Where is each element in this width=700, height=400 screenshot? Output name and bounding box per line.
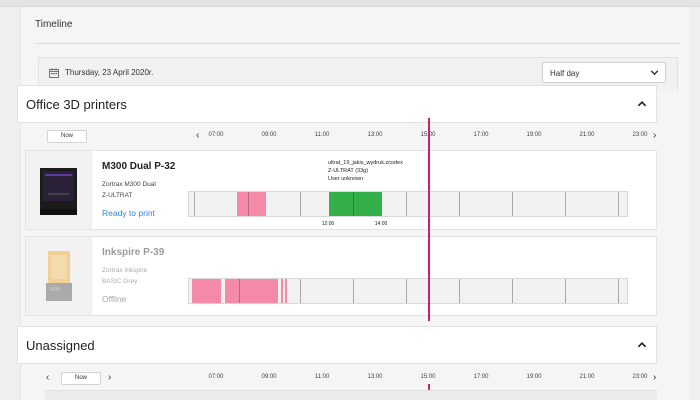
- printer-name: M300 Dual P-32: [102, 161, 176, 172]
- tick-label: 09:00: [261, 132, 277, 138]
- timeline-axis: ‹ Now › › 07:00 09:00 11:00 13:00 15:00 …: [17, 368, 657, 390]
- job-divider: [239, 279, 240, 303]
- inkspire-printer-image: [46, 251, 72, 301]
- chevron-down-icon: [650, 70, 659, 76]
- printer-status: Ready to print: [102, 208, 155, 218]
- current-date[interactable]: Thursday, 23 April 2020r.: [65, 68, 154, 77]
- print-job-block[interactable]: [237, 192, 266, 216]
- print-job-block[interactable]: [285, 279, 287, 303]
- job-file: ultrat_19_jakis_wydruk.zcodex: [328, 160, 403, 166]
- tick-label: 17:00: [473, 374, 489, 380]
- chevron-up-icon[interactable]: [636, 98, 648, 110]
- tick-label: 15:00: [420, 374, 436, 380]
- tick-label: 09:00: [261, 374, 277, 380]
- hour-gridline: [512, 192, 513, 216]
- now-button[interactable]: Now: [47, 130, 87, 143]
- tick-label: 19:00: [526, 374, 542, 380]
- printer-model: Zortrax M300 Dual Z-ULTRAT: [102, 179, 156, 201]
- printer-thumbnail: [26, 151, 92, 229]
- now-indicator-line: [428, 118, 430, 321]
- print-job-block[interactable]: [225, 279, 278, 303]
- title-divider: [35, 43, 680, 44]
- job-material: Z-ULTRAT (33g): [328, 168, 369, 174]
- tick-label: 07:00: [208, 132, 224, 138]
- printer-model-line: Zortrax Inkspire: [102, 267, 148, 274]
- hour-gridline: [618, 279, 619, 303]
- printer-timeline-bar[interactable]: [188, 278, 628, 304]
- job-start-time: 12:00: [321, 221, 335, 227]
- hour-gridline: [300, 192, 301, 216]
- job-end-time: 14:00: [374, 221, 388, 227]
- printer-card-inkspire[interactable]: Inkspire P-39 Zortrax Inkspire BASIC Gre…: [25, 236, 657, 316]
- range-select-value: Half day: [550, 69, 580, 78]
- now-button[interactable]: Now: [61, 372, 101, 385]
- range-select[interactable]: Half day: [542, 62, 666, 83]
- hour-gridline: [618, 192, 619, 216]
- section-office-3d-printers: Office 3D printers: [17, 85, 657, 123]
- chevron-right-icon[interactable]: ›: [108, 372, 112, 383]
- page-title: Timeline: [35, 19, 73, 30]
- chevron-left-icon[interactable]: ‹: [46, 372, 50, 383]
- chevron-right-icon[interactable]: ›: [653, 372, 657, 383]
- timeline-axis: Now ‹ › 07:00 09:00 11:00 13:00 15:00 17…: [17, 126, 657, 148]
- printer-material-line: BASIC Grey: [102, 278, 138, 285]
- printer-timeline-bar[interactable]: [188, 191, 628, 217]
- tick-label: 11:00: [314, 374, 330, 380]
- tick-label: 21:00: [579, 374, 595, 380]
- tick-label: 13:00: [367, 374, 383, 380]
- job-divider: [248, 192, 249, 216]
- printer-model: Zortrax Inkspire BASIC Grey: [102, 265, 147, 287]
- hour-gridline: [300, 279, 301, 303]
- print-job-block[interactable]: [192, 279, 221, 303]
- section-unassigned: Unassigned: [17, 326, 657, 364]
- tick-label: 23:00: [632, 374, 648, 380]
- printer-thumbnail: [26, 237, 92, 315]
- m300-printer-image: [40, 168, 77, 215]
- tick-label: 17:00: [473, 132, 489, 138]
- hour-gridline: [565, 279, 566, 303]
- printer-name: Inkspire P-39: [102, 247, 165, 258]
- chevron-right-icon[interactable]: ›: [653, 130, 657, 141]
- section-title: Unassigned: [26, 338, 95, 353]
- top-strip: [0, 0, 700, 7]
- hour-gridline: [459, 279, 460, 303]
- chevron-left-icon[interactable]: ‹: [196, 130, 200, 141]
- tick-label: 21:00: [579, 132, 595, 138]
- section-title: Office 3D printers: [26, 97, 127, 112]
- hour-gridline: [565, 192, 566, 216]
- printer-model-line: Zortrax M300 Dual: [102, 181, 156, 188]
- job-divider: [353, 192, 354, 216]
- tick-label: 07:00: [208, 374, 224, 380]
- tick-label: 19:00: [526, 132, 542, 138]
- tick-label: 23:00: [632, 132, 648, 138]
- printer-material-line: Z-ULTRAT: [102, 192, 133, 199]
- print-job-block[interactable]: [281, 279, 283, 303]
- hour-gridline: [459, 192, 460, 216]
- calendar-icon: [49, 68, 59, 78]
- tick-label: 11:00: [314, 132, 330, 138]
- hour-gridline: [512, 279, 513, 303]
- job-tooltip: ultrat_19_jakis_wydruk.zcodex Z-ULTRAT (…: [328, 159, 403, 183]
- hour-gridline: [194, 192, 195, 216]
- hour-gridline: [406, 279, 407, 303]
- chevron-up-icon[interactable]: [636, 339, 648, 351]
- unassigned-card: [45, 390, 657, 400]
- printer-status: Offline: [102, 294, 127, 304]
- job-user: User unknown: [328, 176, 364, 182]
- current-print-job-block[interactable]: [329, 192, 382, 216]
- tick-label: 13:00: [367, 132, 383, 138]
- hour-gridline: [353, 279, 354, 303]
- hour-gridline: [406, 192, 407, 216]
- printer-card-m300[interactable]: M300 Dual P-32 Zortrax M300 Dual Z-ULTRA…: [25, 150, 657, 230]
